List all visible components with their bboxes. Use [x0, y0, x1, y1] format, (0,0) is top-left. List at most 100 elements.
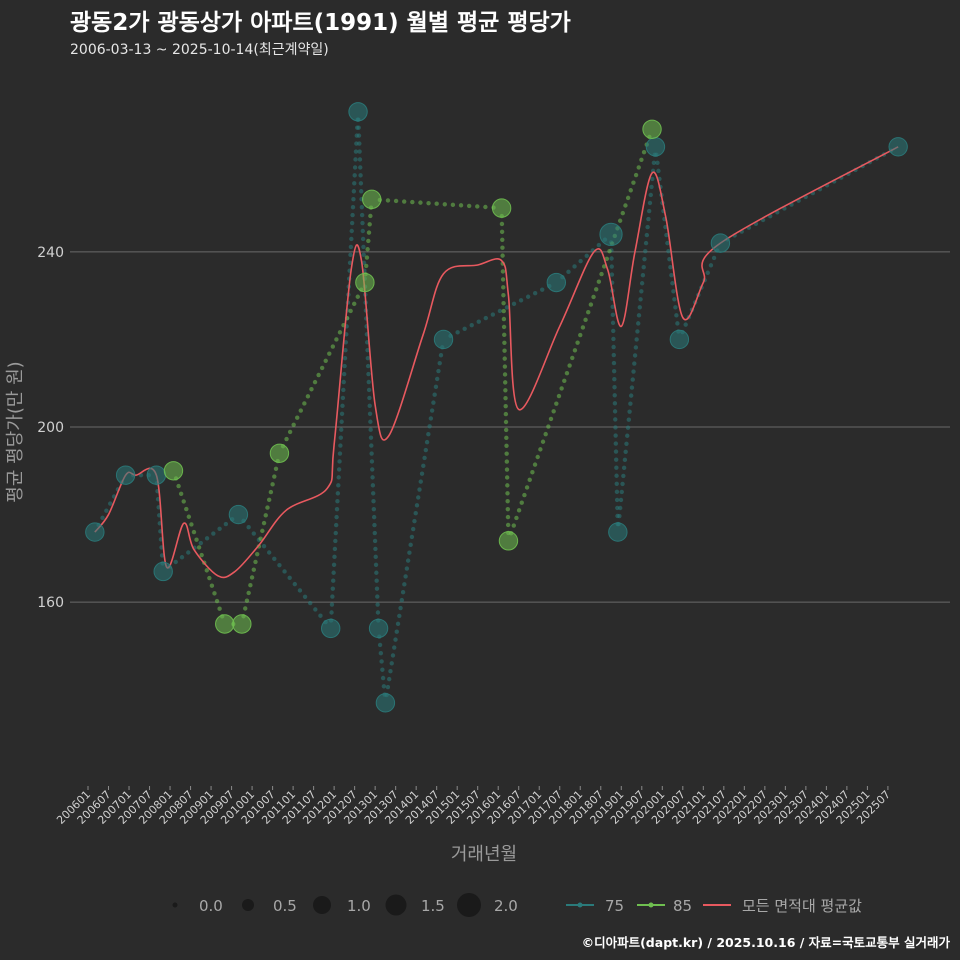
- trail-dot: [501, 285, 506, 290]
- trail-dot: [611, 344, 616, 350]
- trail-dot: [643, 248, 648, 254]
- trail-dot: [503, 396, 508, 401]
- trail-dot: [543, 431, 548, 437]
- trail-dot: [417, 487, 422, 492]
- trail-dot: [377, 642, 383, 648]
- trail-dot: [566, 269, 571, 275]
- trail-dot: [511, 523, 516, 528]
- trail-dot: [330, 594, 335, 599]
- trail-dot: [667, 256, 672, 262]
- trail-dot: [333, 530, 338, 536]
- trail-dot: [291, 422, 296, 428]
- trail-dot: [402, 199, 407, 204]
- trail-dot: [184, 506, 189, 512]
- size-label-0: 0.0: [199, 897, 223, 915]
- trail-dot: [683, 322, 688, 327]
- trail-dot: [584, 253, 589, 258]
- trail-dot: [675, 321, 680, 326]
- trail-dot: [516, 508, 522, 513]
- trail-dot: [614, 473, 619, 478]
- trail-dot: [335, 499, 340, 504]
- trail-dot: [611, 328, 616, 334]
- trail-dot: [371, 506, 377, 512]
- trail-dot: [554, 401, 559, 406]
- trail-dot: [503, 403, 508, 409]
- series-layer: [85, 102, 908, 713]
- trail-dot: [398, 605, 403, 611]
- point-85-2008-02: [163, 461, 184, 481]
- trail-dot: [352, 301, 357, 307]
- trail-dot: [711, 255, 717, 261]
- trail-dot: [540, 287, 545, 292]
- trail-dot: [623, 449, 628, 455]
- trail-dot: [268, 489, 274, 495]
- trail-dot: [253, 559, 258, 565]
- trail-dot: [261, 520, 267, 526]
- trail-dot: [217, 526, 222, 531]
- trail-dot: [639, 289, 644, 294]
- trail-dot: [243, 606, 248, 611]
- trail-dot: [613, 457, 619, 462]
- trail-dot: [469, 323, 474, 328]
- trail-dot: [431, 400, 436, 405]
- trail-dot: [255, 551, 260, 557]
- trail-dot: [497, 308, 503, 314]
- trail-dot: [251, 567, 256, 572]
- trail-dot: [609, 272, 615, 277]
- trail-dot: [633, 172, 639, 178]
- trail-dot: [504, 475, 510, 480]
- point-75-2009-09: [228, 504, 249, 525]
- trail-dot: [421, 463, 426, 469]
- trail-dot: [159, 545, 164, 550]
- trail-dot: [337, 330, 343, 335]
- trail-dot: [173, 559, 178, 565]
- trail-dot: [327, 351, 332, 356]
- trail-dot: [340, 395, 346, 401]
- trail-dot: [368, 419, 373, 424]
- trail-dot: [361, 260, 367, 265]
- trail-dot: [330, 586, 336, 591]
- trail-dot: [649, 184, 654, 190]
- trail-dot: [407, 550, 412, 555]
- trail-dot: [505, 514, 511, 520]
- trail-dot: [374, 578, 379, 583]
- trail-dot: [522, 492, 527, 498]
- trail-dot: [347, 260, 353, 265]
- trail-dot: [500, 245, 505, 250]
- trail-dot: [502, 348, 507, 353]
- trail-dot: [501, 324, 507, 330]
- trail-dot: [287, 429, 293, 435]
- trail-dot: [370, 467, 375, 472]
- trail-dot: [514, 515, 519, 521]
- trail-dot: [620, 481, 625, 487]
- trail-dot: [349, 220, 355, 226]
- trail-dot: [546, 424, 551, 429]
- trail-dot: [333, 538, 338, 544]
- trail-dot: [622, 457, 628, 463]
- trail-dot: [366, 230, 372, 235]
- trail-dot: [394, 629, 399, 634]
- trail-dot: [368, 213, 373, 219]
- trail-dot: [352, 173, 357, 178]
- trail-dot: [309, 387, 314, 392]
- trail-dot: [342, 355, 348, 361]
- trail-dot: [586, 309, 591, 315]
- trail-dot: [223, 521, 229, 527]
- trail-dot: [248, 583, 253, 588]
- trail-dot: [617, 513, 622, 519]
- trail-dot: [633, 345, 639, 350]
- trail-dot: [356, 133, 362, 138]
- trail-dot: [246, 525, 251, 530]
- trail-dot: [365, 247, 370, 252]
- trail-dot: [358, 181, 364, 186]
- trail-dot: [437, 360, 442, 366]
- trail-dot: [664, 232, 669, 238]
- trail-dot: [625, 195, 631, 201]
- trail-dot: [287, 575, 292, 580]
- trail-dot: [338, 435, 344, 440]
- trail-dot: [365, 363, 371, 369]
- size-key-0: [172, 902, 178, 908]
- trail-dot: [395, 621, 401, 627]
- trail-dot: [656, 168, 661, 174]
- trail-dot: [333, 522, 339, 528]
